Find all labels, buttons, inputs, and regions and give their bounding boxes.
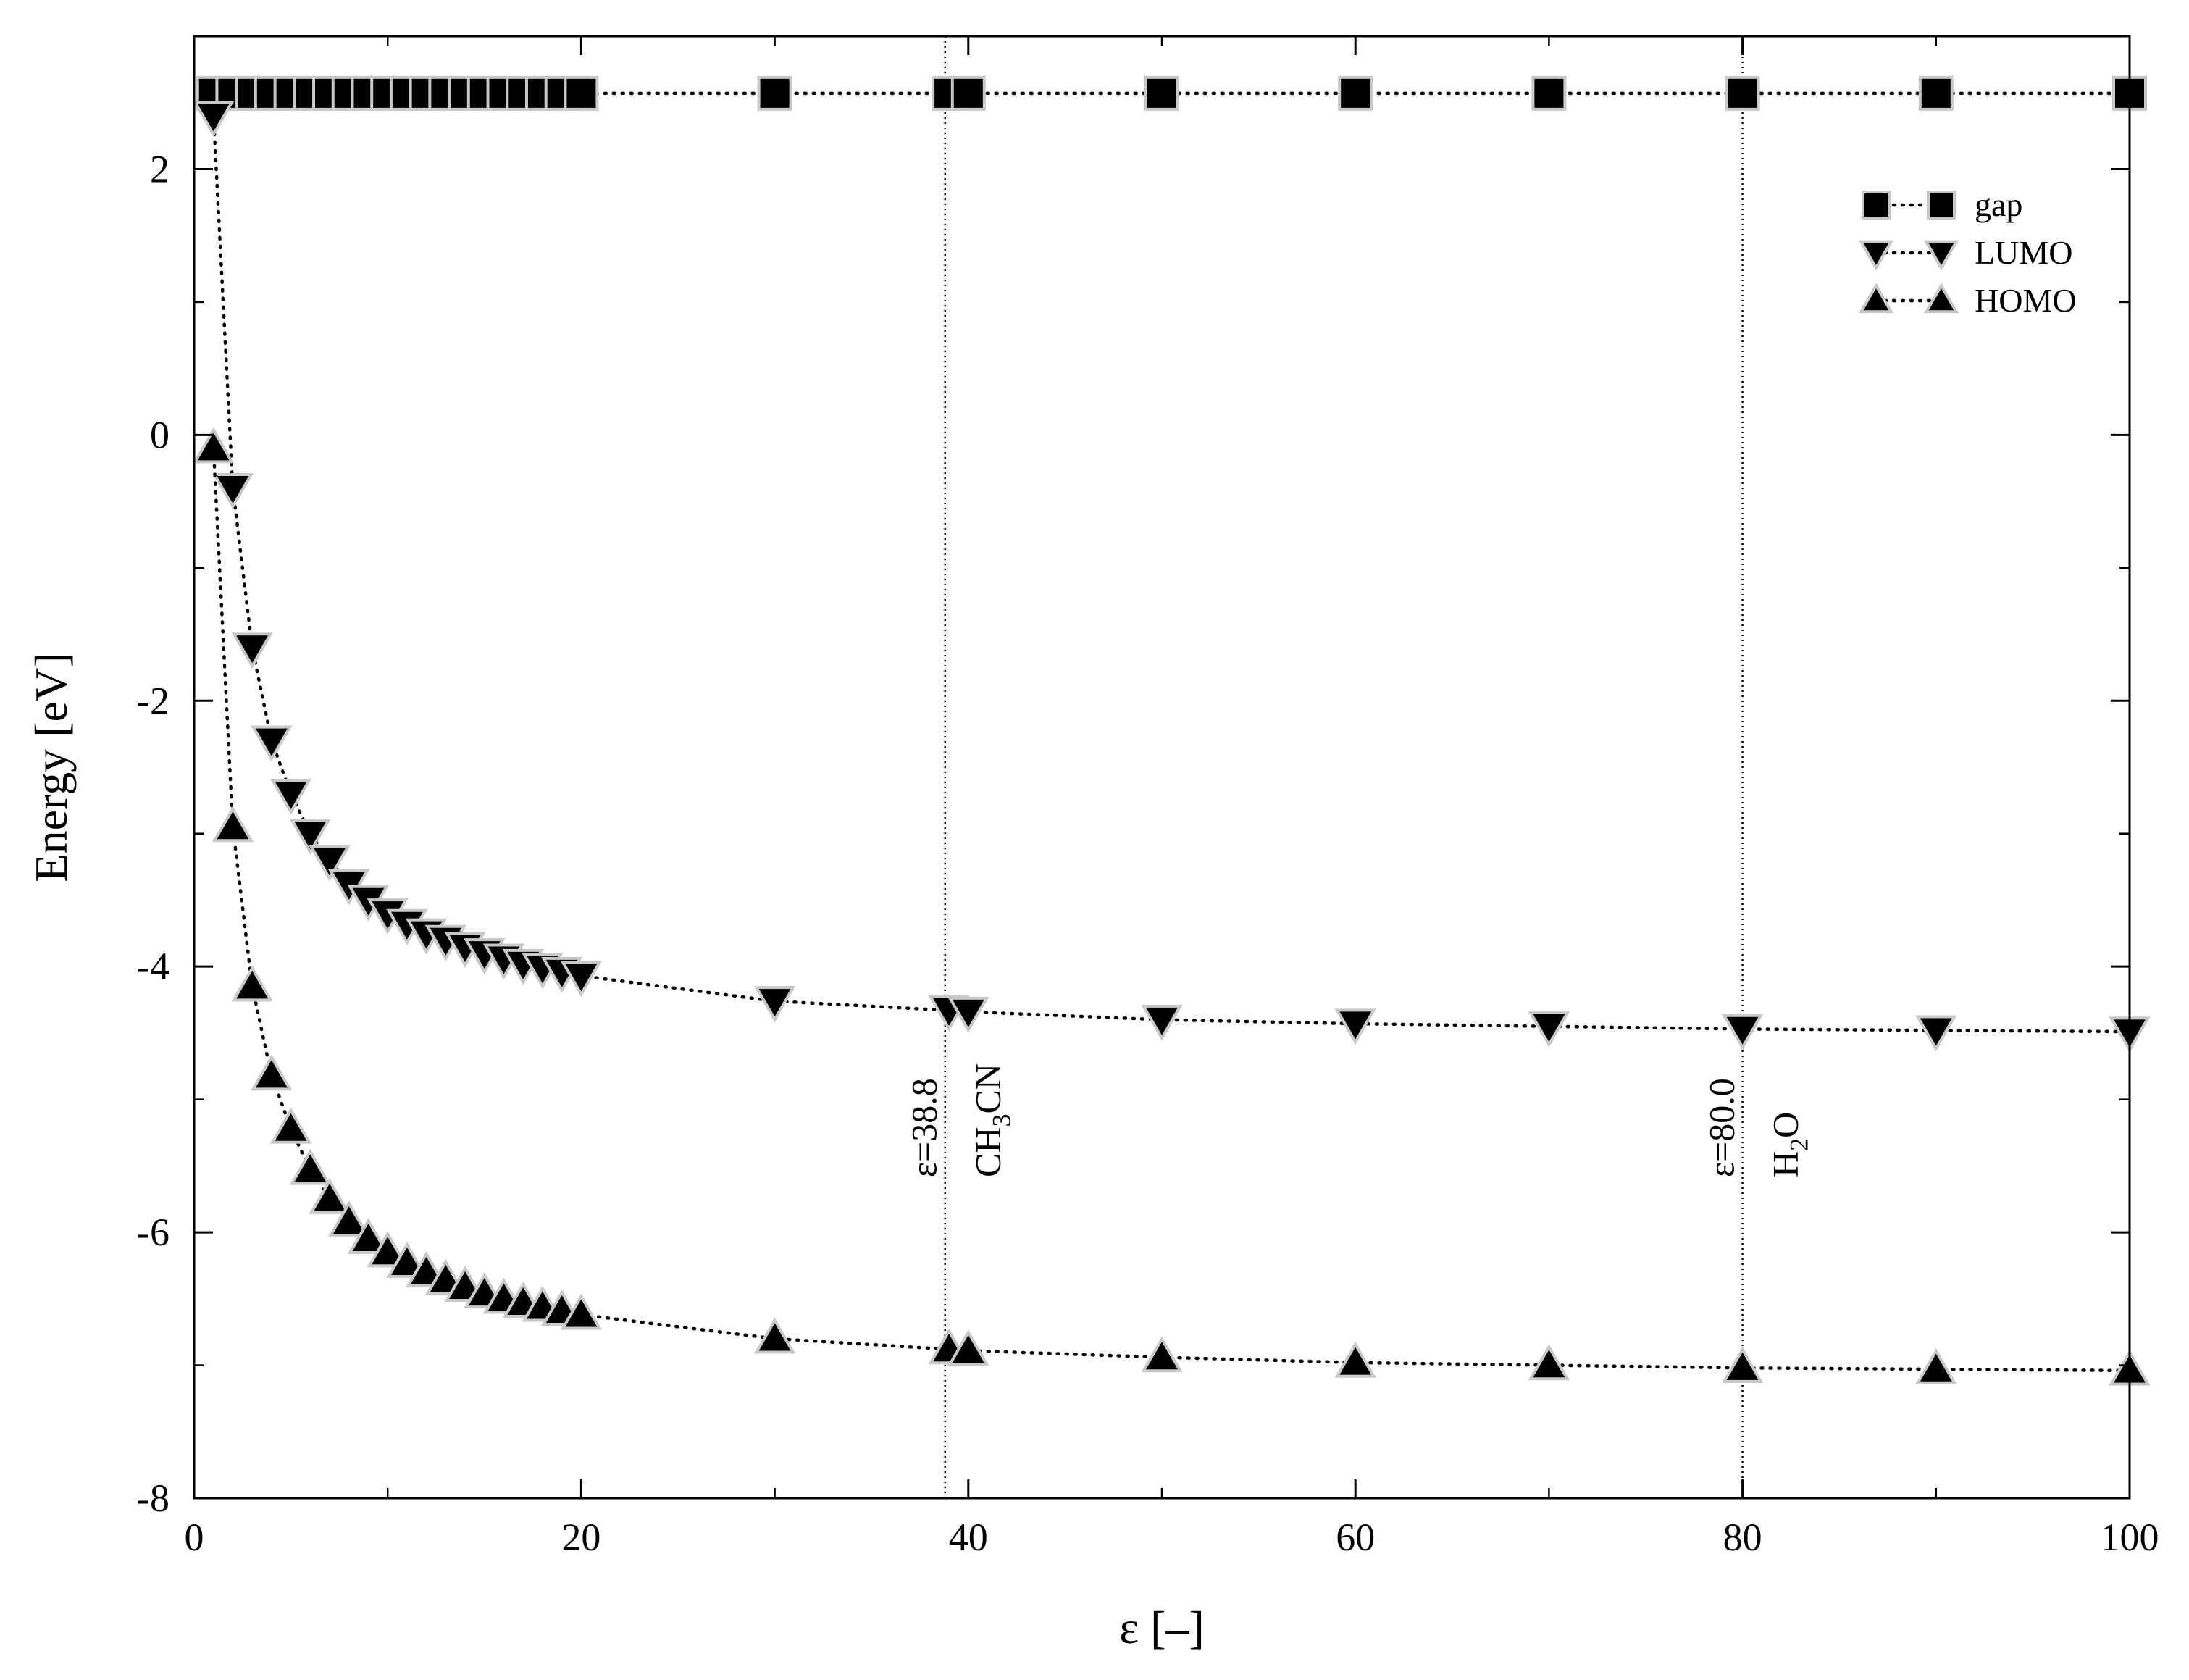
- point-homo-4: [251, 1054, 293, 1091]
- legend-item-homo: HOMO: [1858, 282, 2077, 319]
- y-tick-label: -4: [137, 945, 169, 988]
- legend-marker-start: [1858, 240, 1894, 271]
- point-lumo-2: [212, 473, 254, 510]
- point-gap-23: [950, 75, 986, 111]
- point-homo-27: [1721, 1346, 1764, 1383]
- point-gap-27: [1725, 75, 1760, 111]
- point-homo-1: [192, 427, 235, 464]
- legend-marker-end: [1923, 283, 1959, 314]
- point-homo-9: [347, 1217, 390, 1254]
- y-tick-label: 0: [150, 413, 169, 456]
- y-axis-title: Energy [eV]: [25, 653, 77, 882]
- point-lumo-5: [269, 778, 312, 816]
- y-tick-label: 2: [150, 147, 169, 191]
- y-tick-label: -8: [137, 1476, 169, 1520]
- y-tick-label: -2: [137, 679, 169, 722]
- point-homo-10: [367, 1231, 409, 1268]
- point-homo-23: [947, 1329, 989, 1366]
- point-homo-2: [212, 806, 254, 843]
- x-tick-label: 60: [1336, 1516, 1375, 1559]
- point-homo-25: [1334, 1341, 1376, 1378]
- series-line-homo: [212, 446, 2132, 1373]
- reference-label-value-1: ε=38.8: [904, 1078, 945, 1177]
- point-gap-20: [564, 75, 599, 111]
- point-lumo-23: [947, 996, 989, 1033]
- point-lumo-7: [309, 845, 351, 882]
- point-lumo-27: [1721, 1014, 1764, 1050]
- point-homo-6: [289, 1148, 332, 1185]
- point-homo-8: [328, 1200, 370, 1237]
- point-lumo-21: [753, 986, 796, 1023]
- axes: 0 20 40 60 80 100 -8 -6 -4 -2 0 2: [137, 35, 2159, 1559]
- point-homo-21: [753, 1317, 796, 1354]
- point-lumo-28: [1915, 1015, 1957, 1052]
- point-lumo-25: [1334, 1008, 1376, 1045]
- legend-label: gap: [1975, 186, 2022, 223]
- x-tick-label: 100: [2101, 1516, 2159, 1559]
- x-tick-label: 80: [1723, 1516, 1762, 1559]
- point-lumo-1: [192, 101, 235, 138]
- reference-label-value-2: ε=80.0: [1702, 1078, 1742, 1177]
- point-homo-5: [269, 1107, 312, 1144]
- point-homo-11: [386, 1241, 428, 1278]
- point-gap-21: [757, 75, 792, 111]
- point-lumo-20: [560, 961, 603, 998]
- legend: gap LUMO HOMO: [1858, 186, 2077, 319]
- point-lumo-24: [1141, 1004, 1183, 1041]
- legend-label: HOMO: [1975, 282, 2077, 319]
- point-homo-24: [1141, 1336, 1183, 1373]
- point-lumo-26: [1528, 1011, 1570, 1048]
- legend-marker-end: [1927, 191, 1956, 220]
- point-homo-7: [309, 1177, 351, 1214]
- legend-marker-end: [1923, 240, 1959, 271]
- legend-marker-start: [1862, 191, 1891, 220]
- x-axis-title: ε [–]: [1119, 1602, 1205, 1653]
- point-homo-3: [231, 965, 273, 1002]
- point-lumo-3: [231, 632, 273, 669]
- legend-item-lumo: LUMO: [1858, 234, 2072, 271]
- point-lumo-4: [251, 725, 293, 762]
- point-gap-28: [1918, 75, 1954, 111]
- point-homo-20: [560, 1293, 603, 1330]
- series-line-lumo: [212, 114, 2132, 1034]
- point-gap-26: [1531, 75, 1567, 111]
- reference-label-solvent-2: H2O: [1765, 1112, 1814, 1177]
- y-tick-label: -6: [137, 1211, 169, 1254]
- point-lumo-6: [289, 819, 332, 856]
- point-homo-28: [1915, 1347, 1957, 1384]
- reference-label-solvent-1: CH3CN: [968, 1063, 1016, 1177]
- point-gap-24: [1144, 75, 1179, 111]
- point-homo-26: [1528, 1344, 1570, 1381]
- point-gap-25: [1338, 75, 1373, 111]
- legend-item-gap: gap: [1862, 186, 2022, 223]
- x-tick-label: 0: [185, 1516, 204, 1559]
- plot-area: ε=38.8 CH3CN ε=80.0 H2O: [192, 36, 2151, 1498]
- x-tick-label: 40: [949, 1516, 988, 1559]
- legend-label: LUMO: [1975, 234, 2072, 271]
- legend-marker-start: [1858, 283, 1894, 314]
- x-tick-label: 20: [561, 1516, 600, 1559]
